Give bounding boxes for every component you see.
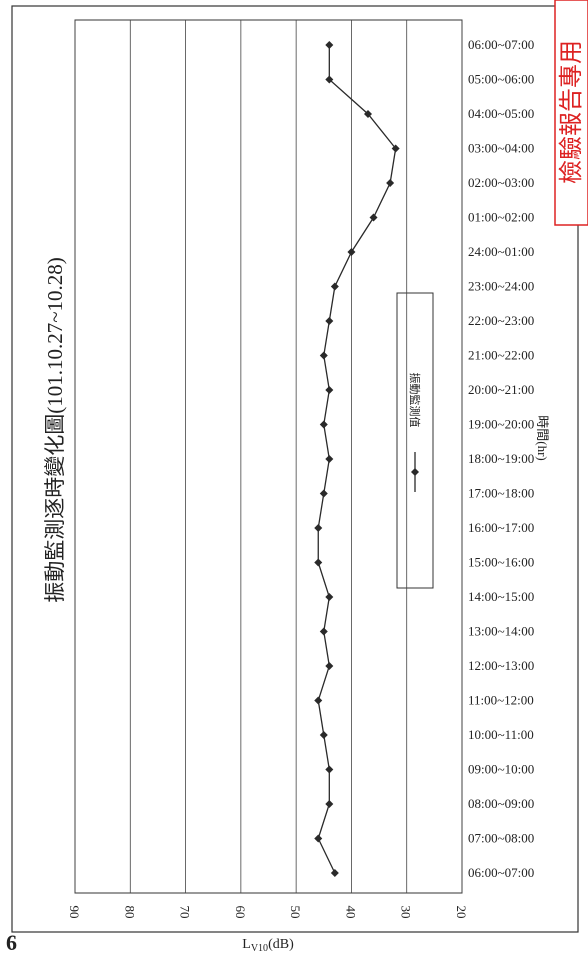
x-tick-label: 06:00~07:00 [468, 865, 534, 880]
y-label-sub: V10 [251, 943, 268, 954]
stamp: 檢驗報告專用 [558, 40, 585, 184]
page-border [11, 5, 579, 933]
x-tick-label: 16:00~17:00 [468, 520, 534, 535]
marker [325, 593, 334, 601]
x-tick-label: 12:00~13:00 [468, 658, 534, 673]
marker [314, 524, 323, 532]
marker [314, 834, 323, 843]
marker [325, 455, 334, 463]
x-tick-label: 11:00~12:00 [468, 693, 534, 708]
legend-label: 振動監測值 [408, 373, 422, 428]
legend-box [396, 292, 434, 589]
x-tick-label: 09:00~10:00 [468, 762, 534, 777]
x-tick-label: 20:00~21:00 [468, 382, 534, 397]
x-tick-label: 21:00~22:00 [468, 348, 534, 363]
x-tick-label: 15:00~16:00 [468, 555, 534, 570]
marker [325, 765, 334, 774]
marker [325, 41, 334, 49]
x-tick-label: 14:00~15:00 [468, 589, 534, 604]
y-tick-label: 60 [233, 906, 248, 919]
y-tick-label: 80 [122, 906, 137, 919]
y-tick-label: 50 [288, 906, 303, 919]
marker [319, 351, 328, 360]
marker [364, 110, 373, 118]
marker [319, 489, 328, 498]
marker [319, 420, 328, 429]
x-tick-label: 17:00~18:00 [468, 486, 534, 501]
marker [330, 869, 339, 877]
marker [330, 282, 339, 291]
marker [391, 144, 400, 153]
y-tick-label: 70 [178, 906, 193, 919]
x-tick-label: 08:00~09:00 [468, 796, 534, 811]
y-axis-label: LV10(dB) [242, 937, 294, 954]
x-tick-label: 13:00~14:00 [468, 624, 534, 639]
y-label-unit: (dB) [268, 937, 294, 952]
x-tick-label: 22:00~23:00 [468, 313, 534, 328]
y-tick-label: 40 [343, 906, 358, 919]
y-tick-label: 30 [399, 906, 414, 919]
x-tick-label: 19:00~20:00 [468, 417, 534, 432]
page-number: 6 [6, 930, 17, 955]
x-tick-label: 18:00~19:00 [468, 451, 534, 466]
marker [325, 75, 334, 84]
marker [325, 317, 334, 325]
marker [325, 662, 334, 670]
y-label-main: L [242, 937, 251, 952]
x-tick-label: 06:00~07:00 [468, 37, 534, 52]
x-tick-label: 24:00~01:00 [468, 244, 534, 259]
marker [369, 213, 378, 222]
marker [325, 800, 334, 808]
chart-title: 振動監測逐時變化圖(101.10.27~10.28) [43, 257, 67, 603]
x-tick-label: 04:00~05:00 [468, 106, 534, 121]
marker [314, 558, 323, 567]
x-tick-label: 23:00~24:00 [468, 279, 534, 294]
legend-marker [411, 468, 419, 476]
y-tick-label: 90 [67, 906, 82, 919]
x-tick-label: 02:00~03:00 [468, 175, 534, 190]
marker [314, 696, 323, 705]
marker [319, 627, 328, 636]
marker [347, 248, 356, 256]
x-tick-label: 03:00~04:00 [468, 141, 534, 156]
x-axis-label: 時間(hr) [535, 415, 550, 461]
x-tick-label: 05:00~06:00 [468, 72, 534, 87]
marker [319, 731, 328, 739]
x-tick-label: 10:00~11:00 [468, 727, 534, 742]
marker [386, 179, 395, 187]
x-tick-label: 01:00~02:00 [468, 210, 534, 225]
stamp-box [554, 0, 588, 226]
x-tick-label: 07:00~08:00 [468, 831, 534, 846]
marker [325, 386, 334, 394]
y-tick-label: 20 [454, 906, 469, 919]
